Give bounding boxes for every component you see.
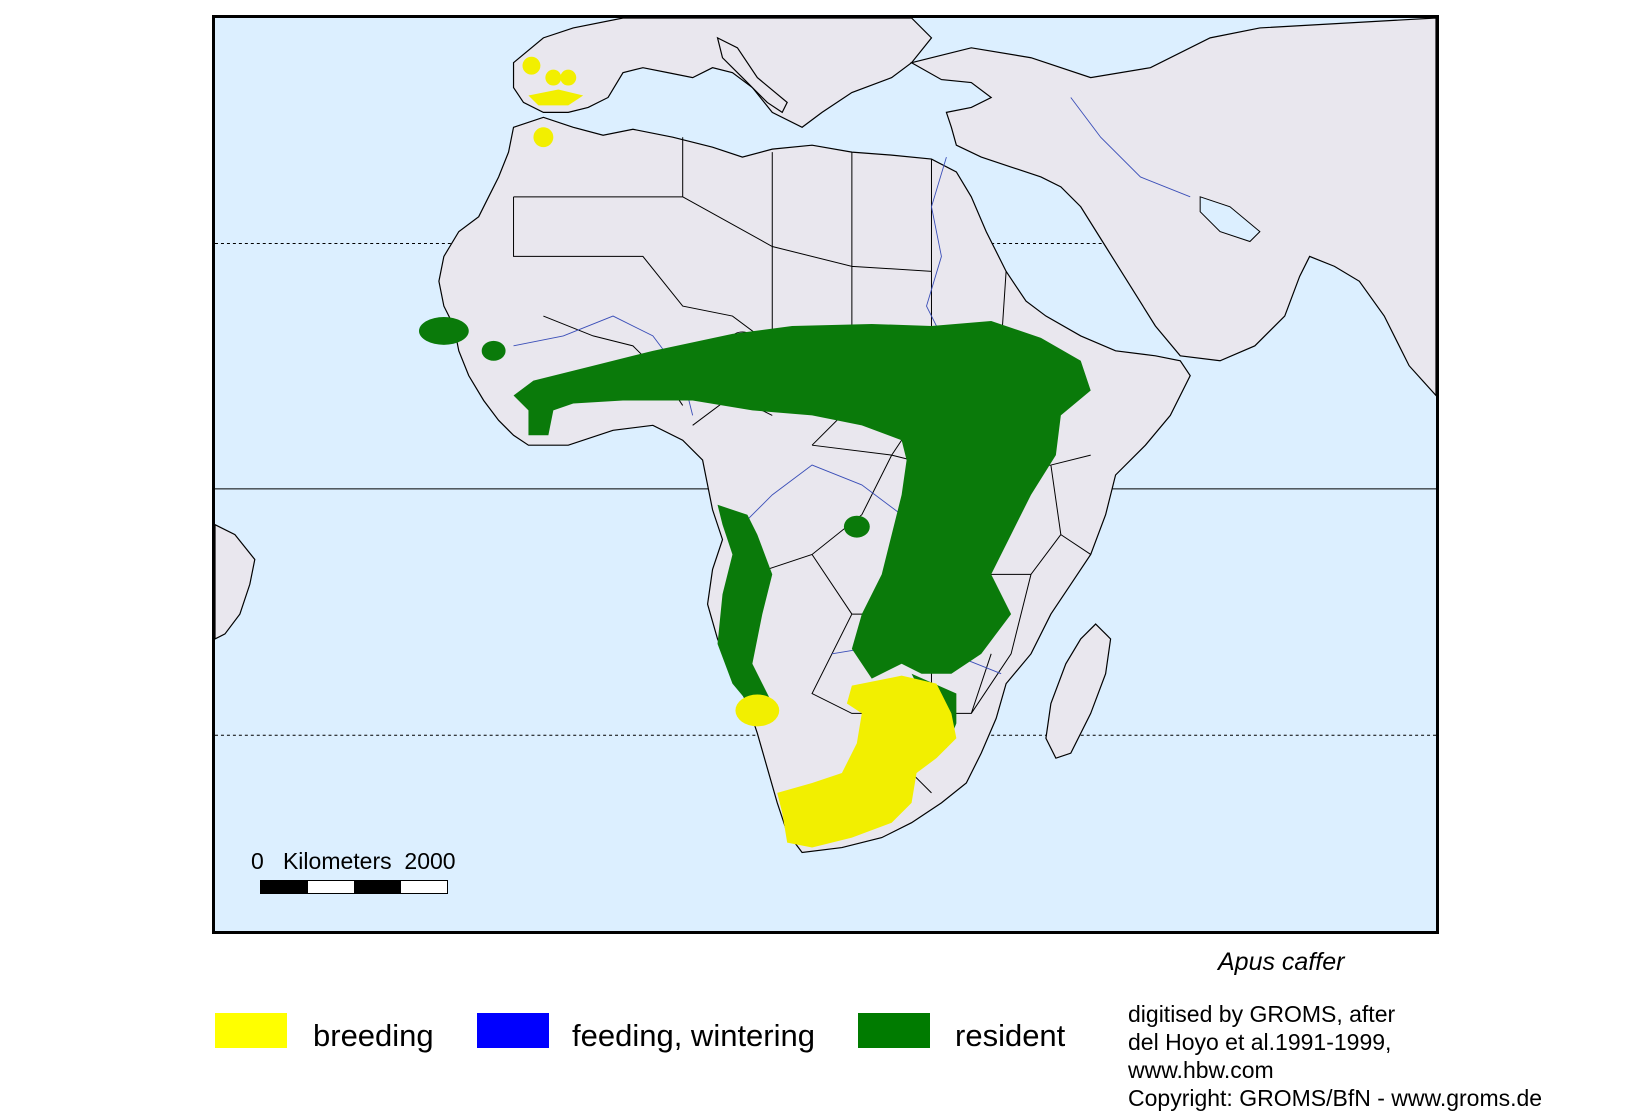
range-breeding-spain-2 — [545, 69, 562, 86]
range-breeding-spain-1 — [522, 56, 541, 75]
species-name: Apus caffer — [1218, 948, 1345, 976]
range-resident-sahel — [513, 321, 1091, 679]
legend-label-breeding: breeding — [313, 1018, 434, 1053]
river-tigris — [1070, 97, 1191, 198]
range-resident-mali — [481, 340, 506, 361]
credit-line: del Hoyo et al.1991-1999, — [1128, 1029, 1392, 1055]
land-africa — [438, 116, 1191, 854]
map-canvas — [215, 18, 1436, 854]
persian-gulf — [1199, 196, 1261, 243]
scale-segment — [400, 881, 447, 893]
range-breeding-spain-3 — [560, 69, 577, 86]
range-breeding-south-africa — [777, 675, 957, 848]
range-breeding-spain-4 — [528, 89, 584, 106]
legend-swatch-feeding — [477, 1013, 549, 1048]
credit-line: Copyright: GROMS/BfN - www.groms.de — [1128, 1085, 1543, 1111]
scale-segment — [307, 881, 354, 893]
scale-label: 0 Kilometers 2000 — [251, 848, 456, 875]
range-resident-senegal — [418, 317, 469, 345]
credit-line: digitised by GROMS, after — [1128, 1001, 1396, 1027]
range-breeding-namibia — [735, 694, 780, 727]
land-italy — [716, 36, 788, 114]
credit-text: digitised by GROMS, after del Hoyo et al… — [1128, 1000, 1542, 1112]
land-madagascar — [1045, 623, 1112, 759]
scale-segment — [354, 881, 401, 893]
range-breeding-morocco — [533, 127, 554, 148]
range-resident-angola — [717, 504, 773, 714]
legend-swatch-breeding — [215, 1013, 287, 1048]
scale-segment — [261, 881, 308, 893]
scale-zero: 0 — [251, 848, 264, 874]
legend-swatch-resident — [858, 1013, 930, 1048]
land-south-america — [215, 524, 256, 640]
land-asia — [909, 18, 1436, 397]
distribution-map: 0 Kilometers 2000 — [212, 15, 1439, 934]
scale-unit: Kilometers — [282, 848, 392, 874]
range-resident-central — [843, 515, 870, 538]
land-europe — [512, 18, 933, 128]
scale-bar — [260, 880, 448, 894]
legend-label-resident: resident — [955, 1018, 1066, 1053]
legend-label-feeding: feeding, wintering — [572, 1018, 815, 1053]
credit-line: www.hbw.com — [1128, 1057, 1274, 1083]
scale-max: 2000 — [404, 848, 456, 874]
